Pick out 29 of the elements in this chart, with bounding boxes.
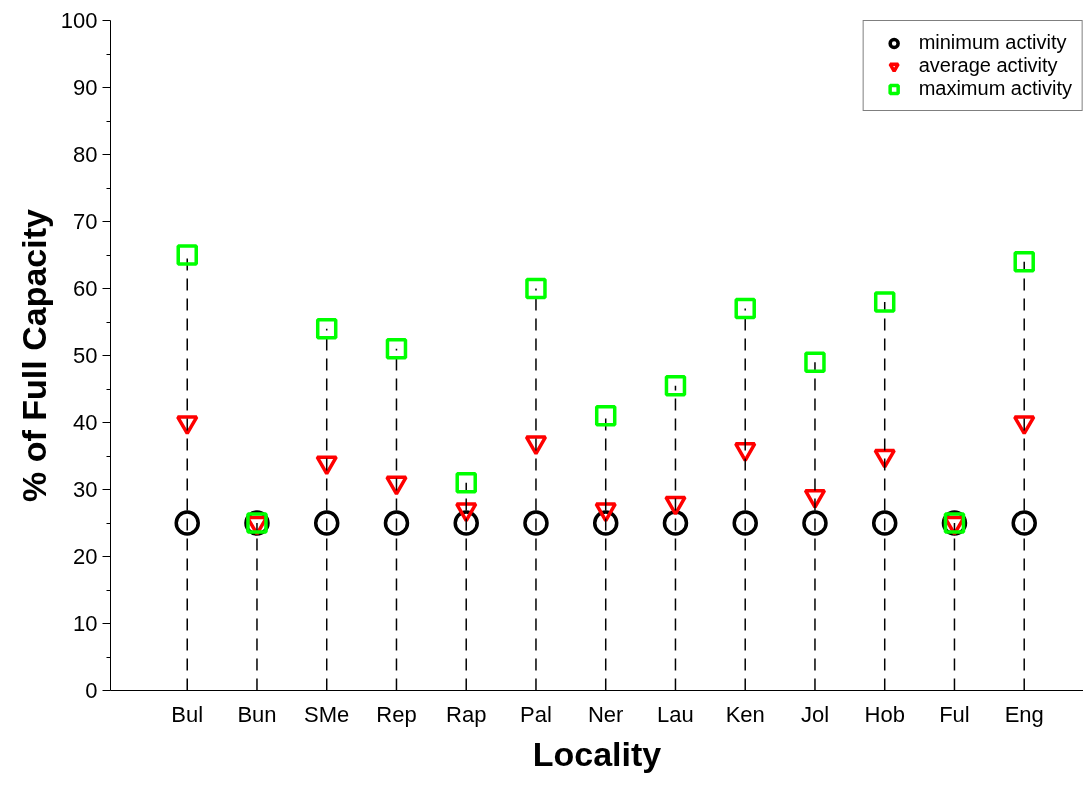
legend-label: average activity <box>918 54 1058 77</box>
legend-label: minimum activity <box>918 31 1067 54</box>
x-tick-label: Ful <box>939 701 970 727</box>
y-axis-title: % of Full Capacity <box>14 209 53 502</box>
y-tick-label: 20 <box>73 544 98 569</box>
x-tick-label: Bun <box>237 701 277 727</box>
x-tick-label: Rep <box>376 701 417 727</box>
y-tick-label: 90 <box>73 75 98 100</box>
x-tick-label: Jol <box>800 701 830 727</box>
y-tick-label: 30 <box>73 477 98 502</box>
x-tick-label: Ken <box>725 701 765 727</box>
x-tick-label: Lau <box>657 701 694 727</box>
y-tick-label: 80 <box>73 142 98 167</box>
x-tick-label: Pal <box>520 701 552 727</box>
y-tick-label: 60 <box>73 276 98 301</box>
legend-label: maximum activity <box>918 77 1072 100</box>
x-axis-title: Locality <box>532 734 662 773</box>
y-tick-label: 100 <box>60 8 98 33</box>
x-tick-label: Hob <box>864 701 905 727</box>
y-tick-label: 50 <box>73 343 98 368</box>
y-tick-label: 0 <box>85 678 98 703</box>
x-tick-label: Bul <box>171 701 204 727</box>
x-tick-label: SMe <box>304 701 350 727</box>
x-tick-label: Ner <box>587 701 624 727</box>
y-tick-label: 10 <box>73 611 98 636</box>
x-tick-label: Eng <box>1004 701 1044 727</box>
y-tick-label: 40 <box>73 410 98 435</box>
x-tick-label: Rap <box>446 701 487 727</box>
y-tick-label: 70 <box>73 209 98 234</box>
